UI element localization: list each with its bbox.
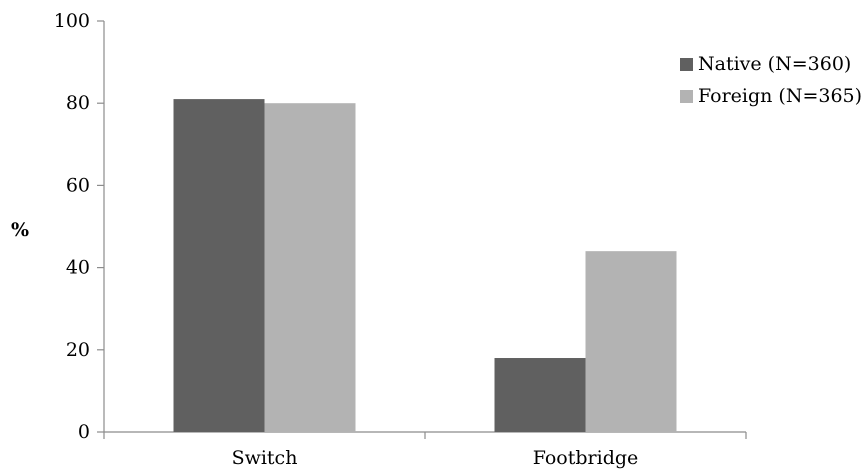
y-tick-label: 40 — [66, 257, 90, 279]
x-tick-label: Footbridge — [533, 447, 639, 469]
y-tick-label: 0 — [78, 421, 90, 443]
legend: Native (N=360) Foreign (N=365) — [680, 53, 862, 107]
legend-swatch — [680, 58, 693, 71]
bar-switch-series-1 — [173, 99, 265, 432]
bars — [173, 99, 677, 432]
y-tick-label: 100 — [54, 10, 90, 32]
bar-switch-series-2 — [264, 103, 356, 432]
bar-footbridge-series-2 — [585, 251, 677, 432]
x-tick-label: Switch — [232, 447, 298, 469]
bar-footbridge-series-1 — [494, 358, 586, 432]
y-tick-label: 60 — [66, 174, 90, 196]
x-axis: Switch Footbridge — [103, 431, 747, 469]
legend-label: Foreign (N=365) — [698, 85, 862, 107]
legend-label: Native (N=360) — [698, 53, 851, 75]
legend-swatch — [680, 90, 693, 103]
y-axis-label: % — [11, 219, 29, 241]
y-tick-label: 80 — [66, 92, 90, 114]
y-axis: 0 20 40 60 80 100 — [54, 10, 105, 443]
y-tick-label: 20 — [66, 339, 90, 361]
